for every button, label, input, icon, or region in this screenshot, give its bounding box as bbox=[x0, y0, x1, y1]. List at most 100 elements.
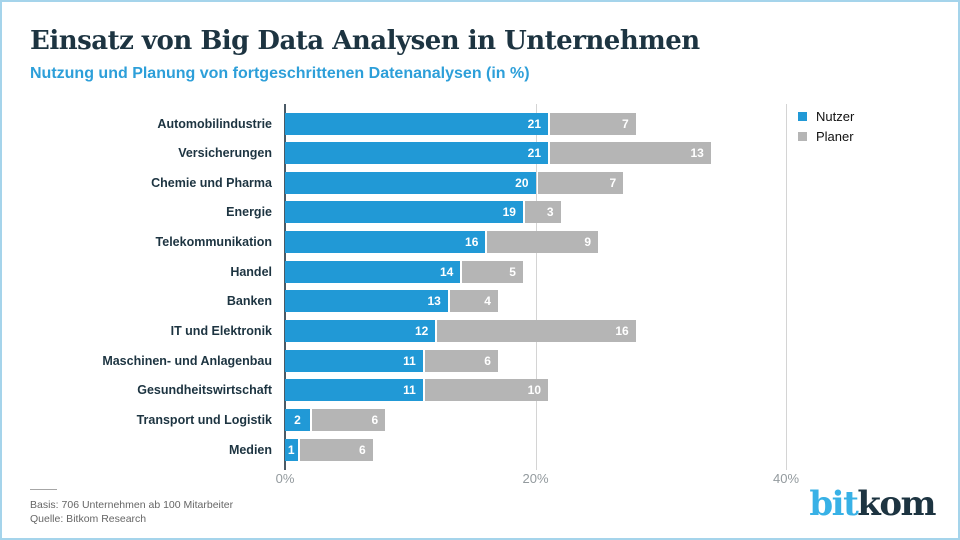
bar-value-label: 12 bbox=[414, 324, 429, 339]
nutzer-bar-segment: 19 bbox=[285, 201, 523, 224]
planer-bar-segment: 5 bbox=[462, 260, 523, 283]
bar-value-label: 14 bbox=[439, 264, 454, 279]
stacked-bar: 21 13 bbox=[285, 142, 711, 165]
chart-row: Medien 1 6 bbox=[229, 438, 915, 461]
x-tick-label: 20% bbox=[522, 471, 549, 486]
chart-row: Gesundheitswirtschaft 11 10 bbox=[137, 379, 915, 402]
stacked-bar: 19 3 bbox=[285, 201, 561, 224]
stacked-bar: 13 4 bbox=[285, 290, 498, 313]
bar-value-label: 7 bbox=[609, 175, 617, 190]
nutzer-bar-segment: 14 bbox=[285, 260, 461, 283]
planer-bar-segment: 6 bbox=[312, 409, 386, 431]
bar-value-label: 13 bbox=[690, 146, 704, 161]
bar-value-label: 3 bbox=[546, 205, 554, 220]
category-label: Handel bbox=[230, 264, 272, 279]
bar-value-label: 11 bbox=[403, 353, 416, 368]
category-label: Automobilindustrie bbox=[157, 116, 272, 131]
nutzer-bar-segment: 1 bbox=[285, 438, 298, 461]
x-tick-label: 0% bbox=[275, 471, 295, 486]
x-tick-label: 40% bbox=[772, 471, 800, 486]
bar-value-label: 10 bbox=[527, 383, 542, 398]
bitkom-logo: bitkom bbox=[809, 484, 936, 524]
y-axis-line bbox=[284, 104, 286, 470]
legend-label-planer: Planer bbox=[816, 128, 854, 144]
legend: Nutzer Planer bbox=[798, 106, 854, 146]
bar-value-label: 11 bbox=[403, 383, 416, 398]
category-label: Energie bbox=[226, 205, 272, 220]
footer: Basis: 706 Unternehmen ab 100 Mitarbeite… bbox=[30, 489, 233, 526]
planer-bar-segment: 9 bbox=[487, 231, 599, 254]
gridline-20 bbox=[535, 104, 537, 470]
nutzer-bar-segment: 11 bbox=[285, 349, 423, 372]
chart-row: Maschinen- und Anlagenbau 11 6 bbox=[102, 349, 915, 372]
nutzer-swatch-icon bbox=[798, 111, 807, 121]
nutzer-bar-segment: 21 bbox=[285, 142, 549, 165]
bar-value-label: 16 bbox=[465, 235, 479, 250]
bar-value-label: 16 bbox=[615, 324, 629, 339]
category-label: Medien bbox=[228, 442, 272, 457]
stacked-bar: 11 10 bbox=[285, 379, 549, 402]
stacked-bar: 14 5 bbox=[285, 260, 523, 283]
bar-value-label: 6 bbox=[484, 353, 491, 368]
planer-bar-segment: 6 bbox=[299, 438, 373, 461]
chart-row: Chemie und Pharma 20 7 bbox=[151, 171, 915, 194]
legend-item-planer: Planer bbox=[798, 126, 854, 146]
stacked-bar: 11 6 bbox=[285, 349, 498, 372]
category-label: Telekommunikation bbox=[155, 235, 272, 250]
category-label: Chemie und Pharma bbox=[151, 175, 272, 190]
planer-bar-segment: 6 bbox=[424, 349, 498, 372]
stacked-bar: 16 9 bbox=[285, 231, 599, 254]
nutzer-bar-segment: 11 bbox=[285, 379, 423, 402]
chart-row: IT und Elektronik 12 16 bbox=[171, 320, 915, 343]
legend-label-nutzer: Nutzer bbox=[816, 108, 855, 124]
bar-value-label: 6 bbox=[358, 442, 366, 457]
bar-value-label: 2 bbox=[294, 413, 301, 427]
category-label: Versicherungen bbox=[178, 146, 272, 161]
nutzer-bar-segment: 21 bbox=[285, 112, 549, 135]
footer-quelle: Quelle: Bitkom Research bbox=[30, 513, 147, 525]
planer-bar-segment: 7 bbox=[537, 171, 624, 194]
planer-bar-segment: 7 bbox=[550, 112, 636, 135]
stacked-bar: 12 16 bbox=[285, 320, 636, 343]
bar-value-label: 4 bbox=[484, 294, 491, 309]
planer-bar-segment: 4 bbox=[449, 290, 498, 313]
chart-row: Automobilindustrie 21 7 bbox=[157, 112, 915, 135]
legend-item-nutzer: Nutzer bbox=[798, 106, 854, 126]
footer-basis: Basis: 706 Unternehmen ab 100 Mitarbeite… bbox=[30, 499, 234, 511]
bar-value-label: 6 bbox=[371, 413, 379, 427]
stacked-bar: 20 7 bbox=[285, 171, 624, 194]
category-label: IT und Elektronik bbox=[170, 324, 272, 339]
logo-bit: bit bbox=[809, 484, 858, 524]
category-label: Transport und Logistik bbox=[136, 413, 272, 427]
bar-value-label: 13 bbox=[427, 294, 441, 309]
stacked-bar: 21 7 bbox=[285, 112, 636, 135]
chart-row: Transport und Logistik 2 6 bbox=[137, 409, 915, 431]
nutzer-bar-segment: 2 bbox=[285, 409, 311, 431]
bar-value-label: 5 bbox=[509, 264, 516, 279]
gridline-40 bbox=[786, 104, 787, 470]
chart-row: Energie 19 3 bbox=[226, 201, 915, 224]
nutzer-bar-segment: 13 bbox=[285, 290, 448, 313]
category-label: Banken bbox=[226, 294, 272, 309]
planer-bar-segment: 13 bbox=[550, 142, 711, 165]
bar-value-label: 20 bbox=[515, 175, 529, 190]
planer-bar-segment: 3 bbox=[524, 201, 561, 224]
page-title: Einsatz von Big Data Analysen in Unterne… bbox=[30, 26, 700, 56]
planer-swatch-icon bbox=[798, 131, 807, 141]
nutzer-bar-segment: 16 bbox=[285, 231, 486, 254]
category-label: Maschinen- und Anlagenbau bbox=[102, 353, 272, 368]
planer-bar-segment: 10 bbox=[424, 379, 549, 402]
nutzer-bar-segment: 12 bbox=[285, 320, 436, 343]
bar-value-label: 9 bbox=[584, 235, 592, 250]
logo-kom: kom bbox=[857, 484, 936, 524]
bar-value-label: 21 bbox=[527, 146, 542, 161]
page-subtitle: Nutzung und Planung von fortgeschrittene… bbox=[30, 65, 530, 82]
nutzer-bar-segment: 20 bbox=[285, 171, 536, 194]
category-label: Gesundheitswirtschaft bbox=[137, 383, 272, 398]
chart-row: Telekommunikation 16 9 bbox=[156, 231, 915, 254]
bar-value-label: 21 bbox=[527, 116, 542, 131]
chart-row: Versicherungen 21 13 bbox=[178, 142, 915, 165]
chart-row: Handel 14 5 bbox=[230, 260, 915, 283]
planer-bar-segment: 16 bbox=[437, 320, 636, 343]
